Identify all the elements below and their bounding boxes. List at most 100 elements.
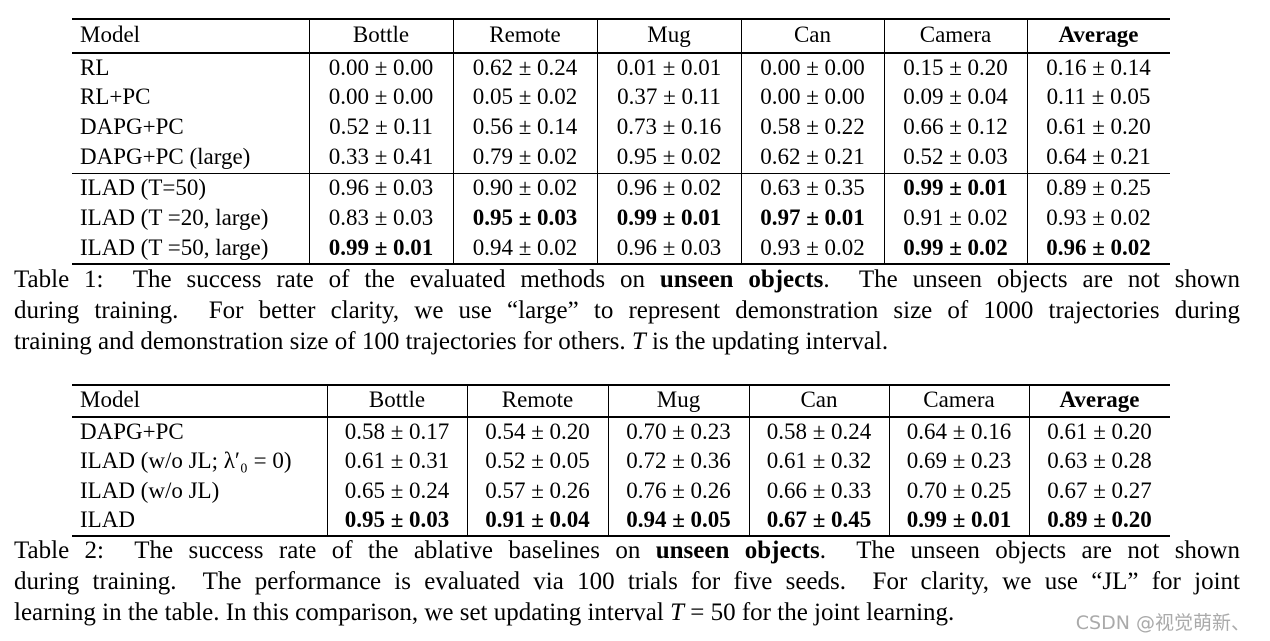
rule <box>72 173 1170 174</box>
value-cell: 0.93 ± 0.02 <box>1046 205 1151 230</box>
header-cell: Bottle <box>352 22 410 47</box>
caption-text: = 50 for the joint learning. <box>684 599 955 626</box>
value-cell: 0.89 ± 0.25 <box>1046 175 1151 200</box>
value-cell: 0.61 ± 0.20 <box>1047 419 1152 444</box>
caption-line: during training. The performance is eval… <box>14 566 1240 597</box>
header-cell: Camera <box>919 22 992 47</box>
value-cell: 0.96 ± 0.03 <box>616 235 722 260</box>
value-cell: 0.89 ± 0.20 <box>1047 507 1152 532</box>
header-cell: Camera <box>923 387 995 412</box>
value-cell: 0.11 ± 0.05 <box>1046 84 1151 109</box>
value-cell: 0.61 ± 0.32 <box>766 448 872 473</box>
value-cell: 0.00 ± 0.00 <box>760 84 865 109</box>
value-cell: 0.94 ± 0.02 <box>472 235 578 260</box>
value-cell: 0.73 ± 0.16 <box>616 114 722 139</box>
header-cell: Bottle <box>368 387 426 412</box>
header-cell: Average <box>1058 22 1139 47</box>
value-cell: 0.99 ± 0.01 <box>328 235 434 260</box>
value-cell: 0.64 ± 0.21 <box>1046 144 1151 169</box>
value-cell: 0.09 ± 0.04 <box>903 84 1008 109</box>
value-cell: 0.93 ± 0.02 <box>760 235 865 260</box>
caption-text: T <box>631 328 646 355</box>
value-cell: 0.95 ± 0.03 <box>344 507 450 532</box>
value-cell: 0.70 ± 0.25 <box>906 478 1012 503</box>
value-cell: 0.54 ± 0.20 <box>485 419 590 444</box>
value-cell: 0.00 ± 0.00 <box>760 55 865 80</box>
caption-text: training and demonstration size of 100 t… <box>14 328 632 355</box>
value-cell: 0.95 ± 0.03 <box>472 205 578 230</box>
watermark: CSDN @视觉萌新、 <box>1075 612 1250 634</box>
caption-text: T <box>670 599 684 626</box>
value-cell: 0.94 ± 0.05 <box>626 507 731 532</box>
value-cell: 0.52 ± 0.11 <box>329 114 433 139</box>
caption-text: . The unseen objects are not shown <box>823 266 1241 293</box>
value-cell: 0.96 ± 0.03 <box>328 175 434 200</box>
value-cell: 0.83 ± 0.03 <box>328 205 434 230</box>
header-cell: Average <box>1059 387 1140 412</box>
value-cell: 0.16 ± 0.14 <box>1046 55 1151 80</box>
caption-line: learning in the table. In this compariso… <box>14 597 1240 628</box>
value-cell: 0.58 ± 0.22 <box>760 114 865 139</box>
column-divider <box>453 18 454 263</box>
value-cell: 0.05 ± 0.02 <box>472 84 578 109</box>
value-cell: 0.61 ± 0.20 <box>1046 114 1151 139</box>
value-cell: 0.99 ± 0.01 <box>903 175 1008 200</box>
header-cell: Can <box>793 22 832 47</box>
value-cell: 0.99 ± 0.02 <box>903 235 1008 260</box>
column-divider <box>597 18 598 263</box>
value-cell: 0.33 ± 0.41 <box>328 144 434 169</box>
rule <box>72 18 1170 20</box>
caption-line: Table 2: The success rate of the ablativ… <box>14 535 1240 566</box>
value-cell: 0.58 ± 0.24 <box>766 419 872 444</box>
model-cell: ILAD (T =50, large) <box>80 235 269 260</box>
value-cell: 0.96 ± 0.02 <box>1046 235 1151 260</box>
value-cell: 0.66 ± 0.33 <box>766 478 872 503</box>
value-cell: 0.15 ± 0.20 <box>903 55 1008 80</box>
header-cell: Remote <box>501 387 574 412</box>
caption-text: during training. The performance is eval… <box>14 568 1240 595</box>
value-cell: 0.57 ± 0.26 <box>485 478 590 503</box>
value-cell: 0.76 ± 0.26 <box>626 478 731 503</box>
value-cell: 0.65 ± 0.24 <box>344 478 450 503</box>
value-cell: 0.00 ± 0.00 <box>328 55 434 80</box>
column-divider <box>1029 384 1030 535</box>
model-cell: ILAD (w/o JL) <box>80 478 220 503</box>
value-cell: 0.61 ± 0.31 <box>344 448 450 473</box>
model-cell: ILAD (w/o JL; λ′₀ = 0) <box>80 448 292 473</box>
value-cell: 0.62 ± 0.24 <box>472 55 578 80</box>
caption-line: training and demonstration size of 100 t… <box>14 326 1240 357</box>
caption-text: during training. For better clarity, we … <box>14 297 1240 324</box>
caption-text: Table 1: The success rate of the evaluat… <box>14 266 660 293</box>
value-cell: 0.52 ± 0.03 <box>903 144 1008 169</box>
value-cell: 0.64 ± 0.16 <box>906 419 1012 444</box>
value-cell: 0.01 ± 0.01 <box>616 55 722 80</box>
column-divider <box>749 384 750 535</box>
caption-text: learning in the table. In this compariso… <box>14 599 671 626</box>
caption-line: Table 1: The success rate of the evaluat… <box>14 264 1240 295</box>
value-cell: 0.52 ± 0.05 <box>485 448 590 473</box>
value-cell: 0.91 ± 0.04 <box>485 507 590 532</box>
value-cell: 0.63 ± 0.35 <box>760 175 865 200</box>
column-divider <box>327 384 328 535</box>
model-cell: DAPG+PC <box>80 419 184 444</box>
model-cell: ILAD <box>80 507 135 532</box>
header-cell: Can <box>800 387 838 412</box>
value-cell: 0.72 ± 0.36 <box>626 448 731 473</box>
header-cell: Model <box>80 22 141 47</box>
header-cell: Remote <box>489 22 561 47</box>
caption-text: Table 2: The success rate of the ablativ… <box>14 537 656 564</box>
caption-text: . The unseen objects are not shown <box>819 537 1240 564</box>
value-cell: 0.90 ± 0.02 <box>472 175 578 200</box>
value-cell: 0.63 ± 0.28 <box>1047 448 1152 473</box>
header-cell: Mug <box>647 22 691 47</box>
rule <box>72 416 1170 418</box>
rule <box>72 52 1170 54</box>
header-cell: Model <box>80 387 141 412</box>
value-cell: 0.66 ± 0.12 <box>903 114 1008 139</box>
value-cell: 0.56 ± 0.14 <box>472 114 578 139</box>
caption-text: is the updating interval. <box>645 328 889 355</box>
model-cell: RL <box>80 55 110 80</box>
model-cell: ILAD (T=50) <box>80 175 207 200</box>
model-cell: DAPG+PC <box>80 114 184 139</box>
